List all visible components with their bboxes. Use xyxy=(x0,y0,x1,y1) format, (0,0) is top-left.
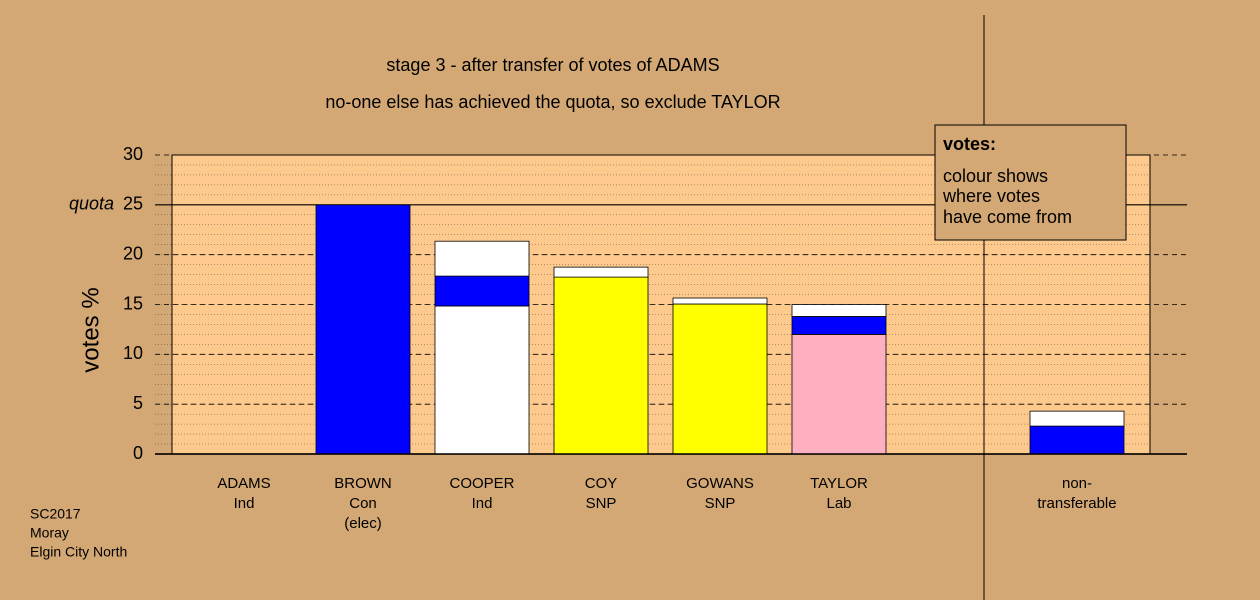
x-tick-label: (elec) xyxy=(344,515,382,532)
y-tick-label: 10 xyxy=(123,343,143,363)
x-tick-label: Lab xyxy=(826,495,851,512)
x-tick-label: transferable xyxy=(1037,495,1116,512)
legend-text: where votes xyxy=(942,186,1040,206)
footer-text: SC2017 xyxy=(30,506,81,522)
legend-box xyxy=(934,124,1127,241)
x-tick-label: Ind xyxy=(234,495,255,512)
x-tick-label: COY xyxy=(585,475,618,492)
bar-segment xyxy=(672,297,768,305)
x-tick-label: GOWANS xyxy=(686,475,754,492)
bar-segment xyxy=(791,333,887,455)
quota-label: quota xyxy=(69,194,114,214)
bar-segment xyxy=(434,305,530,455)
chart-title: stage 3 - after transfer of votes of ADA… xyxy=(386,55,719,75)
y-tick-label: 30 xyxy=(123,144,143,164)
legend-text: colour shows xyxy=(943,166,1048,186)
x-tick-label: Ind xyxy=(472,495,493,512)
chart-subtitle: no-one else has achieved the quota, so e… xyxy=(325,92,780,112)
bar-segment xyxy=(672,303,768,455)
x-tick-label: Con xyxy=(349,495,377,512)
x-tick-label: non- xyxy=(1062,475,1092,492)
x-tick-label: SNP xyxy=(705,495,736,512)
bar-segment xyxy=(791,316,887,335)
x-tick-label: ADAMS xyxy=(217,475,270,492)
bar-segment xyxy=(553,276,649,455)
bar-segment xyxy=(1029,425,1125,455)
y-tick-label: 25 xyxy=(123,194,143,214)
x-tick-label: COOPER xyxy=(449,475,514,492)
bar-segment xyxy=(434,275,530,307)
x-tick-label: BROWN xyxy=(334,475,392,492)
legend-text: have come from xyxy=(943,207,1072,227)
bar-segment xyxy=(1029,410,1125,427)
x-tick-label: TAYLOR xyxy=(810,475,868,492)
bar-segment xyxy=(791,304,887,317)
legend-title: votes: xyxy=(943,134,996,154)
bar-segment xyxy=(315,204,411,455)
bar-segment xyxy=(553,266,649,278)
y-tick-label: 15 xyxy=(123,293,143,313)
y-tick-label: 20 xyxy=(123,243,143,263)
bar-segment xyxy=(434,240,530,277)
footer-text: Elgin City North xyxy=(30,544,127,560)
y-tick-label: 0 xyxy=(133,443,143,463)
legend: votes: colour shows where votes have com… xyxy=(934,124,1127,241)
y-tick-label: 5 xyxy=(133,393,143,413)
y-axis-label: votes % xyxy=(77,287,104,372)
footer-text: Moray xyxy=(30,525,69,541)
x-tick-label: SNP xyxy=(586,495,617,512)
